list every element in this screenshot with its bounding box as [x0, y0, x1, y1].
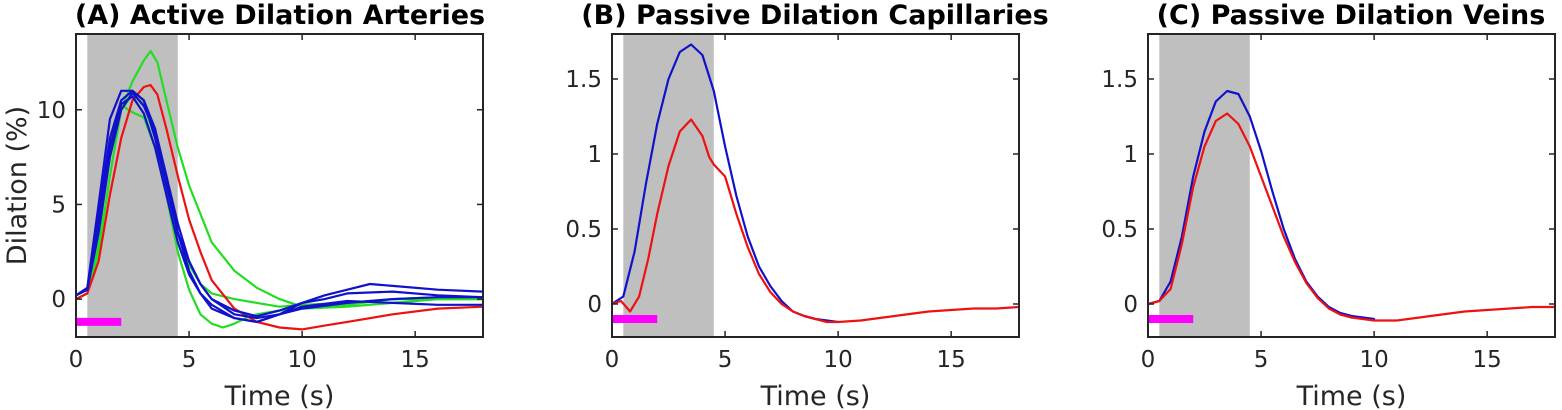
y-tick-label: 1.5 [565, 67, 602, 93]
panel-title: (C) Passive Dilation Veins [1157, 0, 1546, 31]
stimulus-shading [623, 34, 714, 337]
y-tick-label: 1.5 [1101, 67, 1138, 93]
x-tick-label: 5 [182, 347, 197, 373]
series-line-blue-3 [76, 95, 483, 323]
y-tick-label: 0 [1123, 292, 1138, 318]
x-tick-label: 15 [1473, 347, 1502, 373]
y-tick-label: 0 [51, 287, 66, 313]
panel-C: 0 5 10 15 0 0.5 1 1.5 (C) Passive Dilation Veins… [1101, 0, 1556, 410]
x-tick-label: 5 [718, 347, 733, 373]
x-tick-label: 10 [1359, 347, 1388, 373]
x-axis-label: Time (s) [760, 381, 871, 410]
axes-frame [1147, 33, 1556, 338]
y-axis-label: Dilation (%) [2, 106, 33, 265]
axes-frame [75, 33, 484, 338]
series-line-red [612, 118, 1019, 324]
axes-frame [611, 33, 1020, 338]
x-axis-label: Time (s) [1296, 381, 1407, 410]
y-tick-label: 1 [1123, 142, 1138, 168]
y-tick-label: 1 [587, 142, 602, 168]
x-tick-label: 15 [937, 347, 966, 373]
series-line-blue [1148, 89, 1376, 321]
y-tick-label: 0.5 [1101, 217, 1138, 243]
panel-title: (A) Active Dilation Arteries [75, 0, 485, 31]
panel-A: 0 5 10 15 0 5 10 (A) Active Dilation Arteries Ti… [2, 0, 485, 410]
series-line-red [76, 83, 483, 331]
x-tick-label: 0 [1141, 347, 1156, 373]
series-line-blue-4 [76, 91, 483, 318]
y-tick-label: 10 [37, 98, 66, 124]
x-axis-label: Time (s) [224, 381, 335, 410]
x-tick-label: 5 [1254, 347, 1269, 373]
y-tick-label: 5 [51, 192, 66, 218]
x-tick-label: 0 [605, 347, 620, 373]
y-tick-label: 0.5 [565, 217, 602, 243]
x-tick-label: 10 [287, 347, 316, 373]
panel-B: 0 5 10 15 0 0.5 1 1.5 (B) Passive Dilation Capil… [565, 0, 1048, 410]
x-tick-label: 15 [401, 347, 430, 373]
series-line-red [1148, 112, 1555, 322]
stimulus-shading [1159, 34, 1250, 337]
x-tick-label: 0 [69, 347, 84, 373]
y-tick-label: 0 [587, 292, 602, 318]
x-tick-label: 10 [823, 347, 852, 373]
panel-title: (B) Passive Dilation Capillaries [581, 0, 1048, 31]
